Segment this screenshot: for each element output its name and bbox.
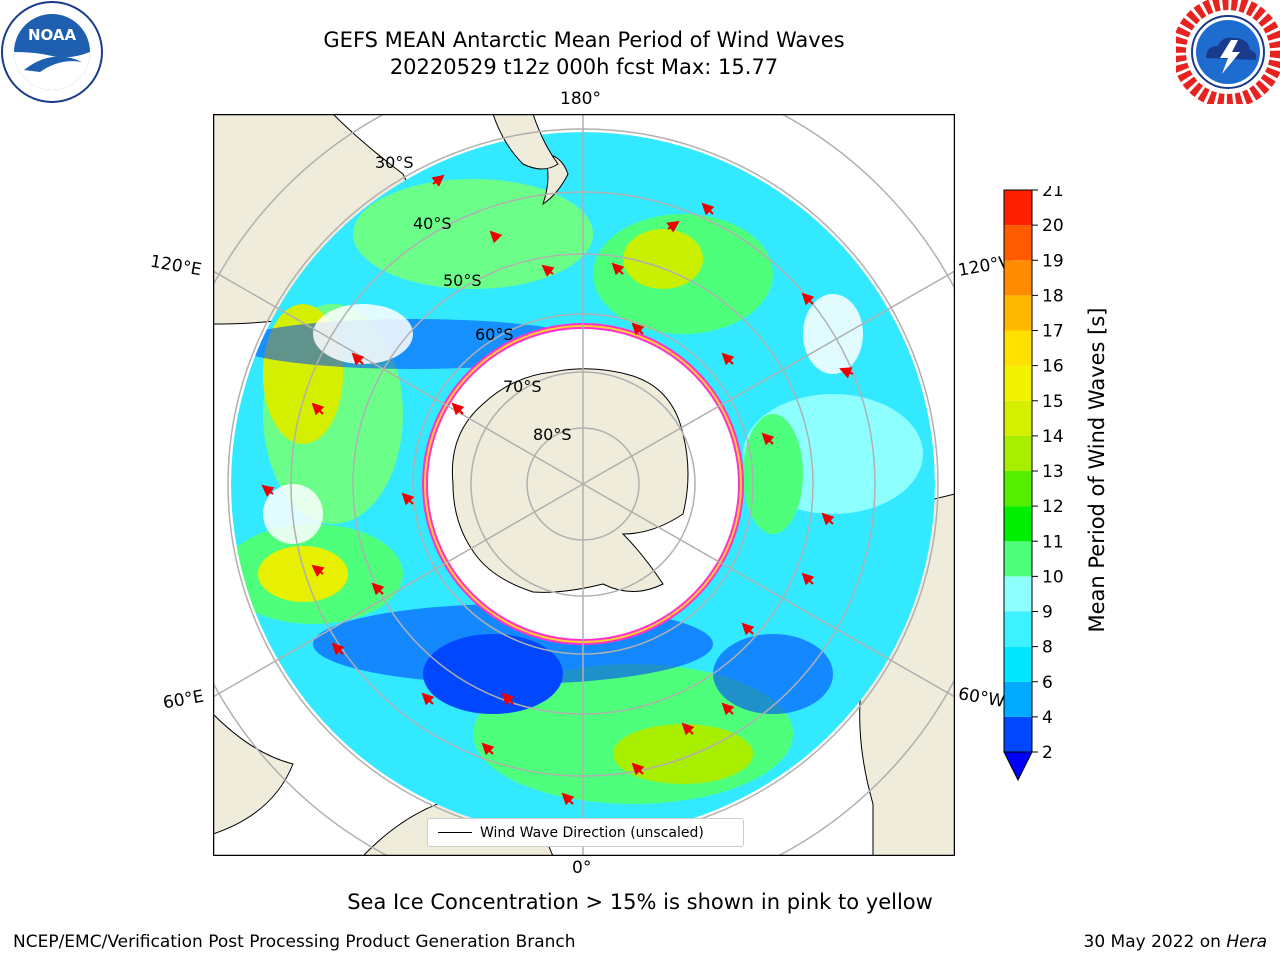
colorbar-tick-label: 12: [1042, 497, 1064, 517]
colorbar-band: [1004, 260, 1032, 296]
wind-wave-arrows: [261, 174, 854, 806]
chart-title: GEFS MEAN Antarctic Mean Period of Wind …: [323, 28, 845, 52]
legend-line-swatch: [438, 832, 472, 833]
lat-label-30s: 30°S: [375, 153, 414, 172]
colorbar-tick-label: 20: [1042, 216, 1064, 236]
lat-label-60s: 60°S: [475, 325, 514, 344]
colorbar: 2 4 6 8 9 10 11 12 13 14 15 16 17 18 19 20 21: [1003, 186, 1064, 782]
colorbar-band: [1004, 400, 1032, 436]
colorbar-band: [1004, 576, 1032, 612]
colorbar-tick-label: 2: [1042, 743, 1053, 763]
colorbar-band: [1004, 295, 1032, 331]
colorbar-label: Mean Period of Wind Waves [s]: [1085, 307, 1109, 633]
lat-label-80s: 80°S: [533, 425, 572, 444]
lat-label-70s: 70°S: [503, 377, 542, 396]
colorbar-band: [1004, 506, 1032, 542]
nws-logo: [1176, 0, 1280, 104]
colorbar-band: [1004, 611, 1032, 647]
colorbar-tick-label: 8: [1042, 638, 1053, 658]
colorbar-band: [1004, 435, 1032, 471]
colorbar-under-triangle: [1003, 751, 1033, 782]
colorbar-band: [1004, 365, 1032, 401]
colorbar-tick-label: 21: [1042, 186, 1064, 201]
colorbar-tick-label: 15: [1042, 392, 1064, 412]
colorbar-band: [1004, 646, 1032, 682]
colorbar-tick-label: 13: [1042, 462, 1064, 482]
colorbar-tick-label: 9: [1042, 603, 1053, 623]
colorbar-tick-label: 16: [1042, 357, 1064, 377]
colorbar-band: [1004, 225, 1032, 261]
colorbar-tick-label: 18: [1042, 286, 1064, 306]
footer-credit: NCEP/EMC/Verification Post Processing Pr…: [13, 932, 576, 952]
colorbar-tick-label: 14: [1042, 427, 1064, 447]
noaa-logo-text: NOAA: [28, 26, 77, 44]
colorbar-band: [1004, 471, 1032, 507]
lon-label-180: 180°: [560, 89, 601, 109]
caption: Sea Ice Concentration > 15% is shown in …: [347, 890, 933, 914]
polar-map: 30°S 40°S 50°S 60°S 70°S 80°S: [213, 114, 955, 856]
footer-date: 30 May 2022 on Hera: [1084, 932, 1268, 952]
noaa-logo: NOAA: [1, 1, 103, 103]
colorbar-band: [1004, 716, 1032, 752]
colorbar-tick-label: 11: [1042, 532, 1064, 552]
colorbar-tick-label: 10: [1042, 567, 1064, 587]
lat-label-50s: 50°S: [443, 271, 482, 290]
legend-label: Wind Wave Direction (unscaled): [480, 824, 704, 841]
map-legend: Wind Wave Direction (unscaled): [427, 818, 744, 847]
colorbar-band: [1004, 330, 1032, 366]
colorbar-tick-label: 17: [1042, 322, 1064, 342]
lat-label-40s: 40°S: [413, 214, 452, 233]
colorbar-band: [1004, 190, 1032, 226]
colorbar-band: [1004, 541, 1032, 577]
colorbar-tick-label: 19: [1042, 251, 1064, 271]
footer-host: Hera: [1226, 932, 1267, 952]
footer-date-text: 30 May 2022 on: [1083, 932, 1227, 952]
colorbar-tick-label: 6: [1042, 673, 1053, 693]
chart-subtitle: 20220529 t12z 000h fcst Max: 15.77: [389, 55, 779, 79]
lon-label-60e: 60°E: [161, 686, 206, 714]
lon-label-0: 0°: [572, 858, 592, 878]
colorbar-band: [1004, 681, 1032, 717]
colorbar-tick-label: 4: [1042, 708, 1053, 728]
lon-label-120e: 120°E: [148, 251, 204, 281]
